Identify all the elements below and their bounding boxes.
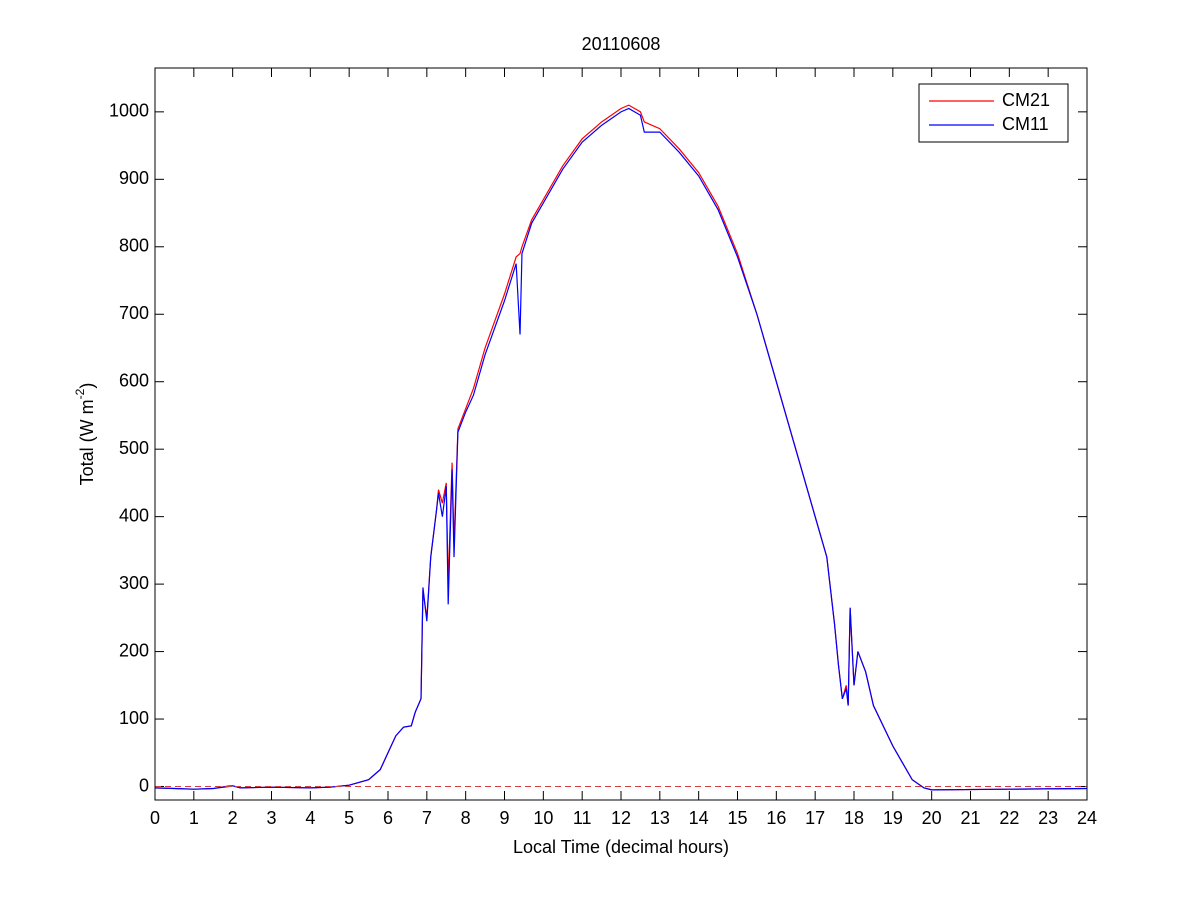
x-tick-label: 21 [960, 808, 980, 828]
y-tick-label: 600 [119, 370, 149, 390]
plot-area [155, 68, 1087, 800]
y-label-sup: -2 [73, 388, 87, 399]
x-tick-label: 4 [305, 808, 315, 828]
legend-label: CM21 [1002, 90, 1050, 110]
y-tick-label: 1000 [109, 101, 149, 121]
legend-box [918, 83, 1069, 143]
y-tick-label: 400 [119, 505, 149, 525]
x-tick-label: 7 [422, 808, 432, 828]
y-tick-label: 100 [119, 708, 149, 728]
x-tick-label: 19 [883, 808, 903, 828]
y-tick-label: 700 [119, 303, 149, 323]
y-tick-label: 800 [119, 236, 149, 256]
y-label-end: ) [77, 383, 97, 389]
legend-label: CM11 [1002, 114, 1049, 134]
y-tick-label: 200 [119, 640, 149, 660]
x-tick-label: 18 [844, 808, 864, 828]
x-tick-label: 1 [189, 808, 199, 828]
x-tick-label: 24 [1077, 808, 1097, 828]
x-tick-label: 14 [689, 808, 709, 828]
x-tick-label: 0 [150, 808, 160, 828]
x-tick-label: 15 [727, 808, 747, 828]
y-label-text: Total (W m [77, 399, 97, 485]
x-tick-label: 22 [999, 808, 1019, 828]
x-tick-label: 11 [573, 808, 592, 828]
x-tick-label: 8 [461, 808, 471, 828]
x-tick-label: 23 [1038, 808, 1058, 828]
x-tick-label: 13 [650, 808, 670, 828]
x-tick-label: 16 [766, 808, 786, 828]
x-tick-label: 2 [228, 808, 238, 828]
y-axis-label: Total (W m-2) [73, 383, 97, 486]
x-tick-label: 3 [266, 808, 276, 828]
plot-frame [154, 67, 1088, 801]
x-axis-label: Local Time (decimal hours) [513, 837, 729, 857]
x-tick-label: 5 [344, 808, 354, 828]
data-line [154, 107, 1088, 791]
x-tick-label: 12 [611, 808, 631, 828]
chart-title: 20110608 [582, 34, 661, 54]
y-tick-label: 300 [119, 573, 149, 593]
x-tick-label: 9 [499, 808, 509, 828]
x-tick-label: 10 [533, 808, 553, 828]
y-tick-label: 0 [139, 775, 149, 795]
x-tick-label: 20 [922, 808, 942, 828]
x-tick-label: 6 [383, 808, 393, 828]
y-tick-label: 900 [119, 168, 149, 188]
x-tick-label: 17 [805, 808, 825, 828]
y-tick-label: 500 [119, 438, 149, 458]
